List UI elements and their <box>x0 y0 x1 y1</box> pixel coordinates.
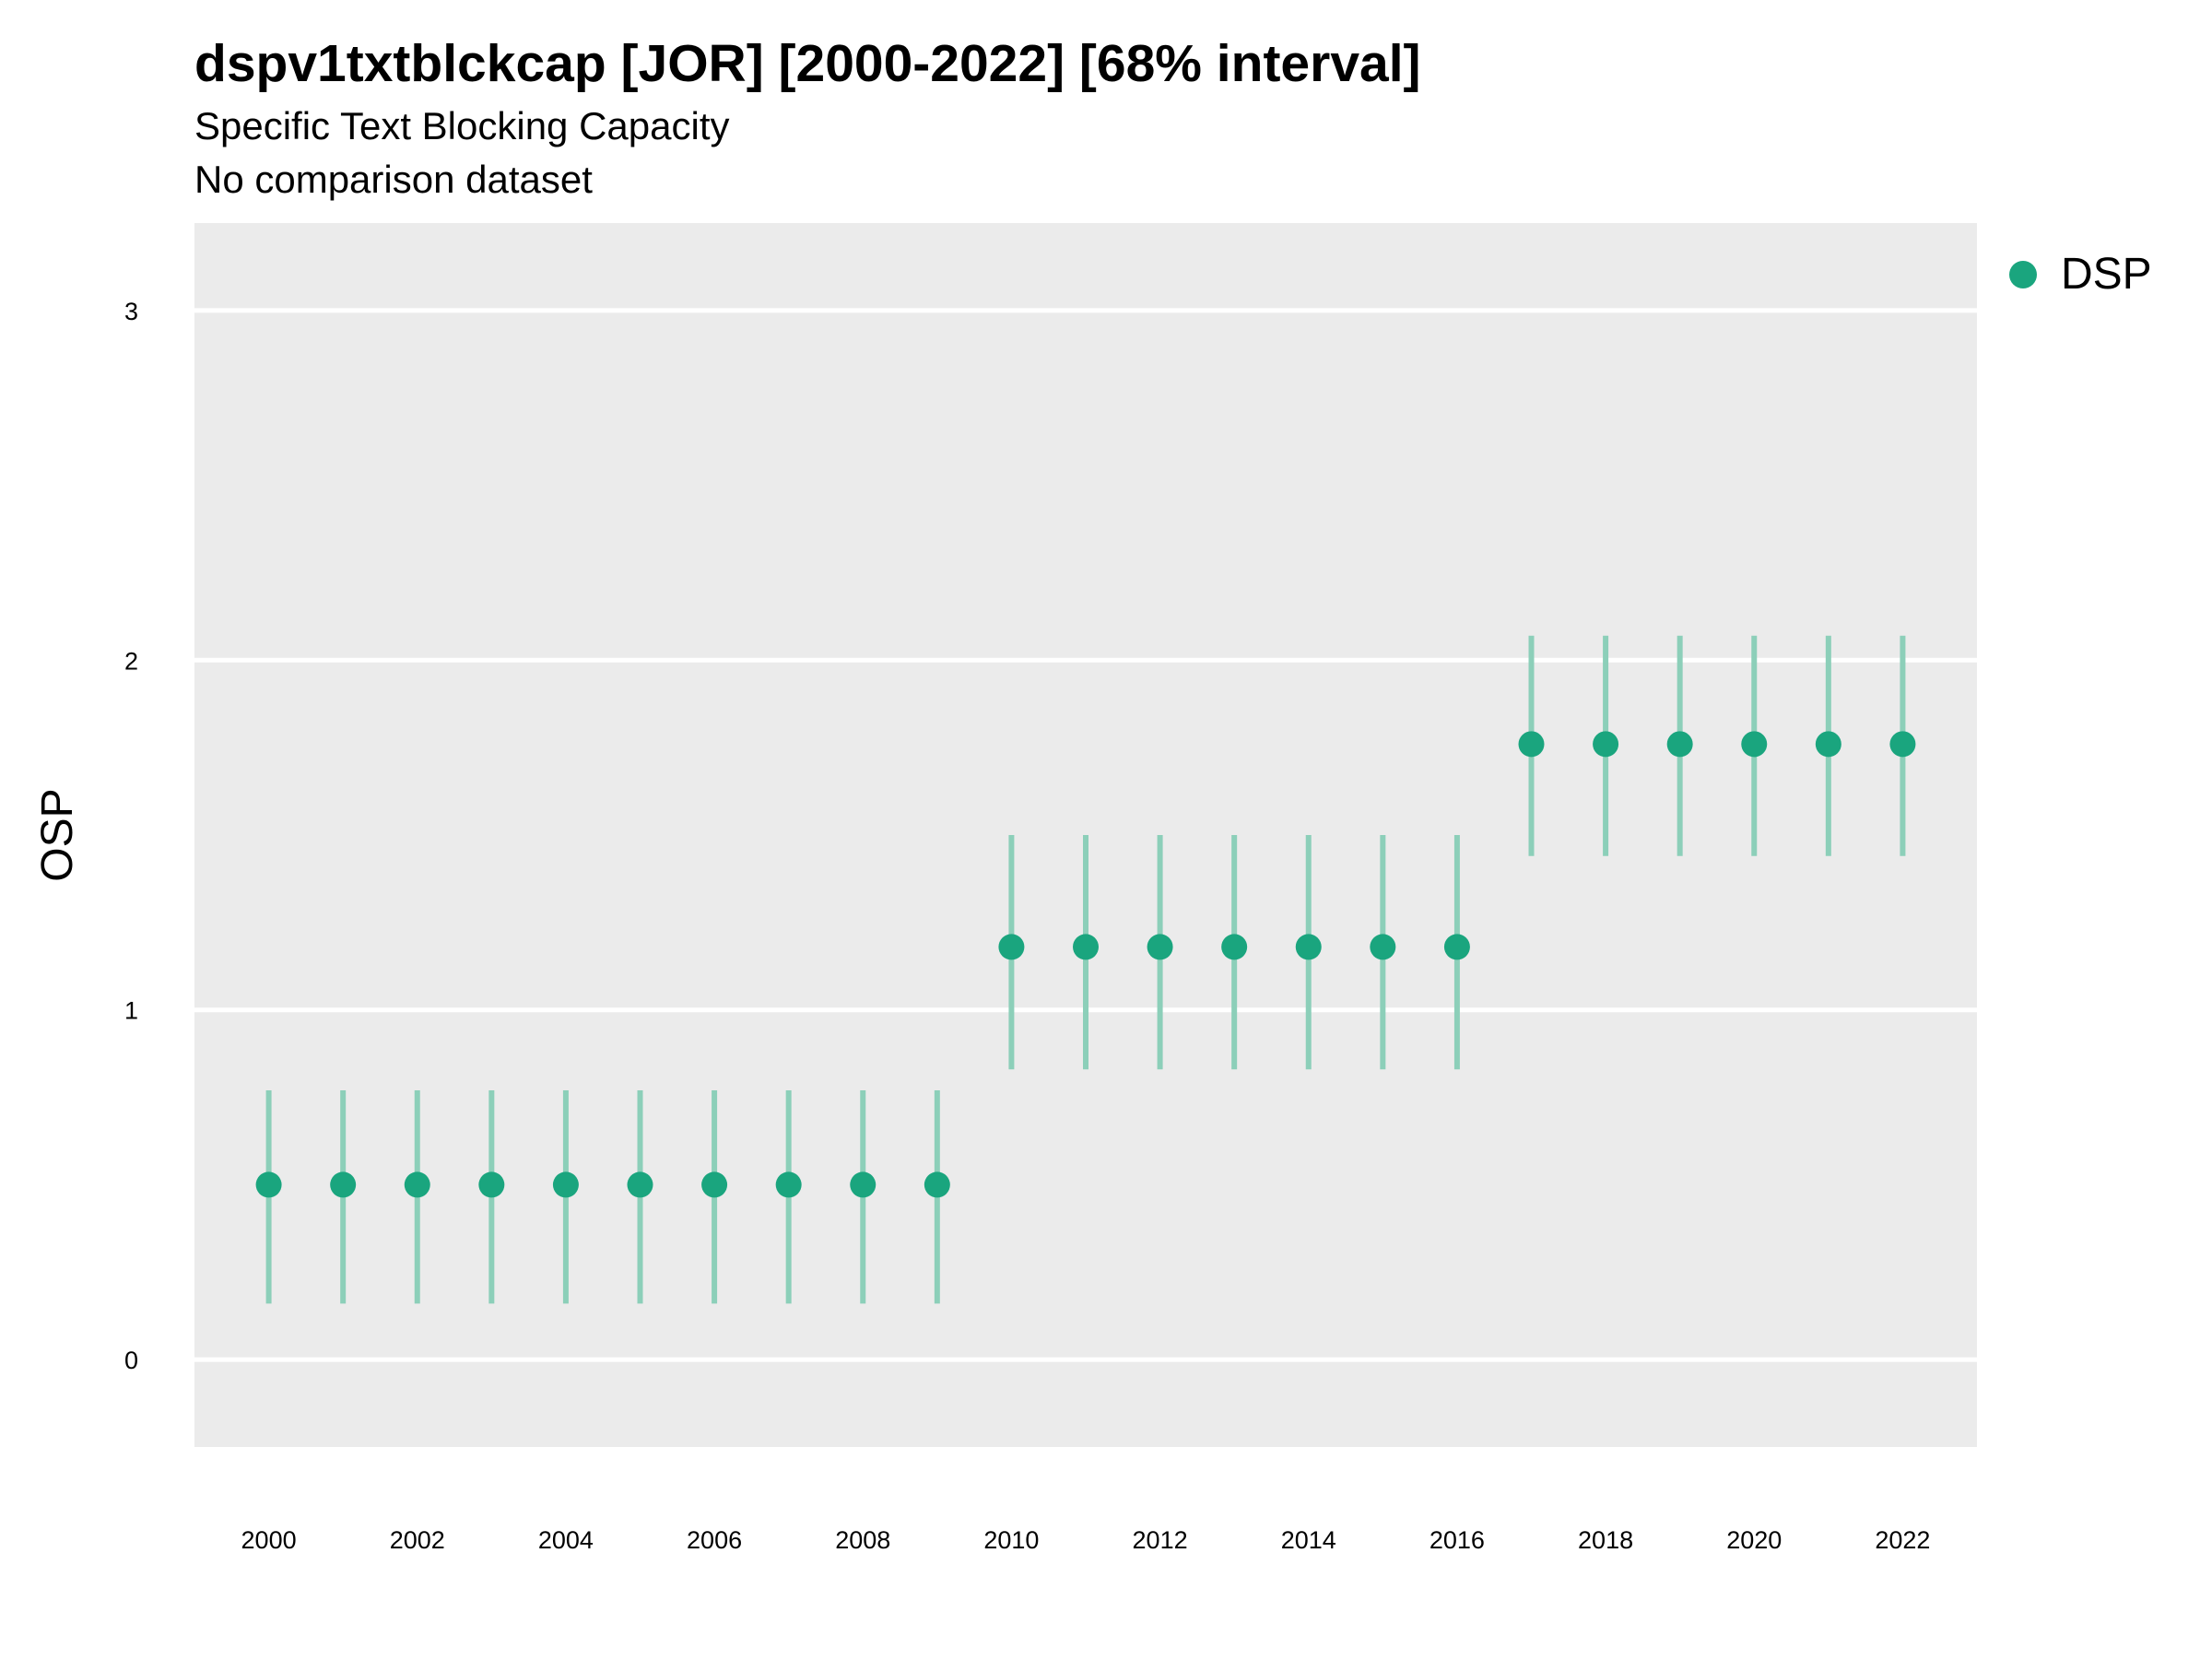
x-tick-label: 2018 <box>1578 1526 1633 1554</box>
data-point <box>552 1171 579 1198</box>
data-point <box>1221 934 1248 960</box>
y-tick-label: 0 <box>124 1347 138 1374</box>
chart-title: dspv1txtblckcap [JOR] [2000-2022] [68% i… <box>194 34 1421 93</box>
x-tick-label: 2014 <box>1281 1526 1336 1554</box>
y-tick-label: 2 <box>124 647 138 675</box>
data-point <box>1889 731 1916 758</box>
comparison-note: No comparison dataset <box>194 158 593 201</box>
data-point <box>1295 934 1322 960</box>
x-tick-label: 2012 <box>1133 1526 1188 1554</box>
legend-key-dsp <box>2009 260 2037 288</box>
data-point <box>701 1171 728 1198</box>
data-point <box>924 1171 950 1198</box>
data-point <box>775 1171 802 1198</box>
data-point <box>330 1171 357 1198</box>
x-tick-label: 2020 <box>1726 1526 1782 1554</box>
data-point <box>1593 731 1619 758</box>
data-point <box>1815 731 1841 758</box>
data-point <box>404 1171 430 1198</box>
x-tick-label: 2000 <box>241 1526 297 1554</box>
data-point <box>1073 934 1099 960</box>
data-point <box>478 1171 505 1198</box>
x-tick-label: 2006 <box>687 1526 742 1554</box>
data-point <box>1147 934 1173 960</box>
data-point <box>1666 731 1693 758</box>
data-point <box>1741 731 1768 758</box>
legend: DSP <box>2009 249 2152 300</box>
data-point <box>255 1171 282 1198</box>
x-tick-label: 2002 <box>390 1526 445 1554</box>
data-point <box>1518 731 1545 758</box>
x-tick-label: 2022 <box>1875 1526 1930 1554</box>
x-tick-label: 2004 <box>538 1526 594 1554</box>
chart-subtitle: Specific Text Blocking Capacity <box>194 104 730 147</box>
y-tick-label: 3 <box>124 298 138 325</box>
legend-label-dsp: DSP <box>2061 250 2152 299</box>
data-point <box>1443 934 1470 960</box>
y-axis-label: OSP <box>33 788 82 881</box>
data-point <box>998 934 1025 960</box>
x-tick-label: 2008 <box>835 1526 890 1554</box>
data-point <box>1370 934 1396 960</box>
data-point <box>850 1171 877 1198</box>
x-tick-label: 2010 <box>983 1526 1039 1554</box>
y-tick-label: 1 <box>124 997 138 1025</box>
x-tick-label: 2016 <box>1430 1526 1485 1554</box>
data-point <box>627 1171 653 1198</box>
